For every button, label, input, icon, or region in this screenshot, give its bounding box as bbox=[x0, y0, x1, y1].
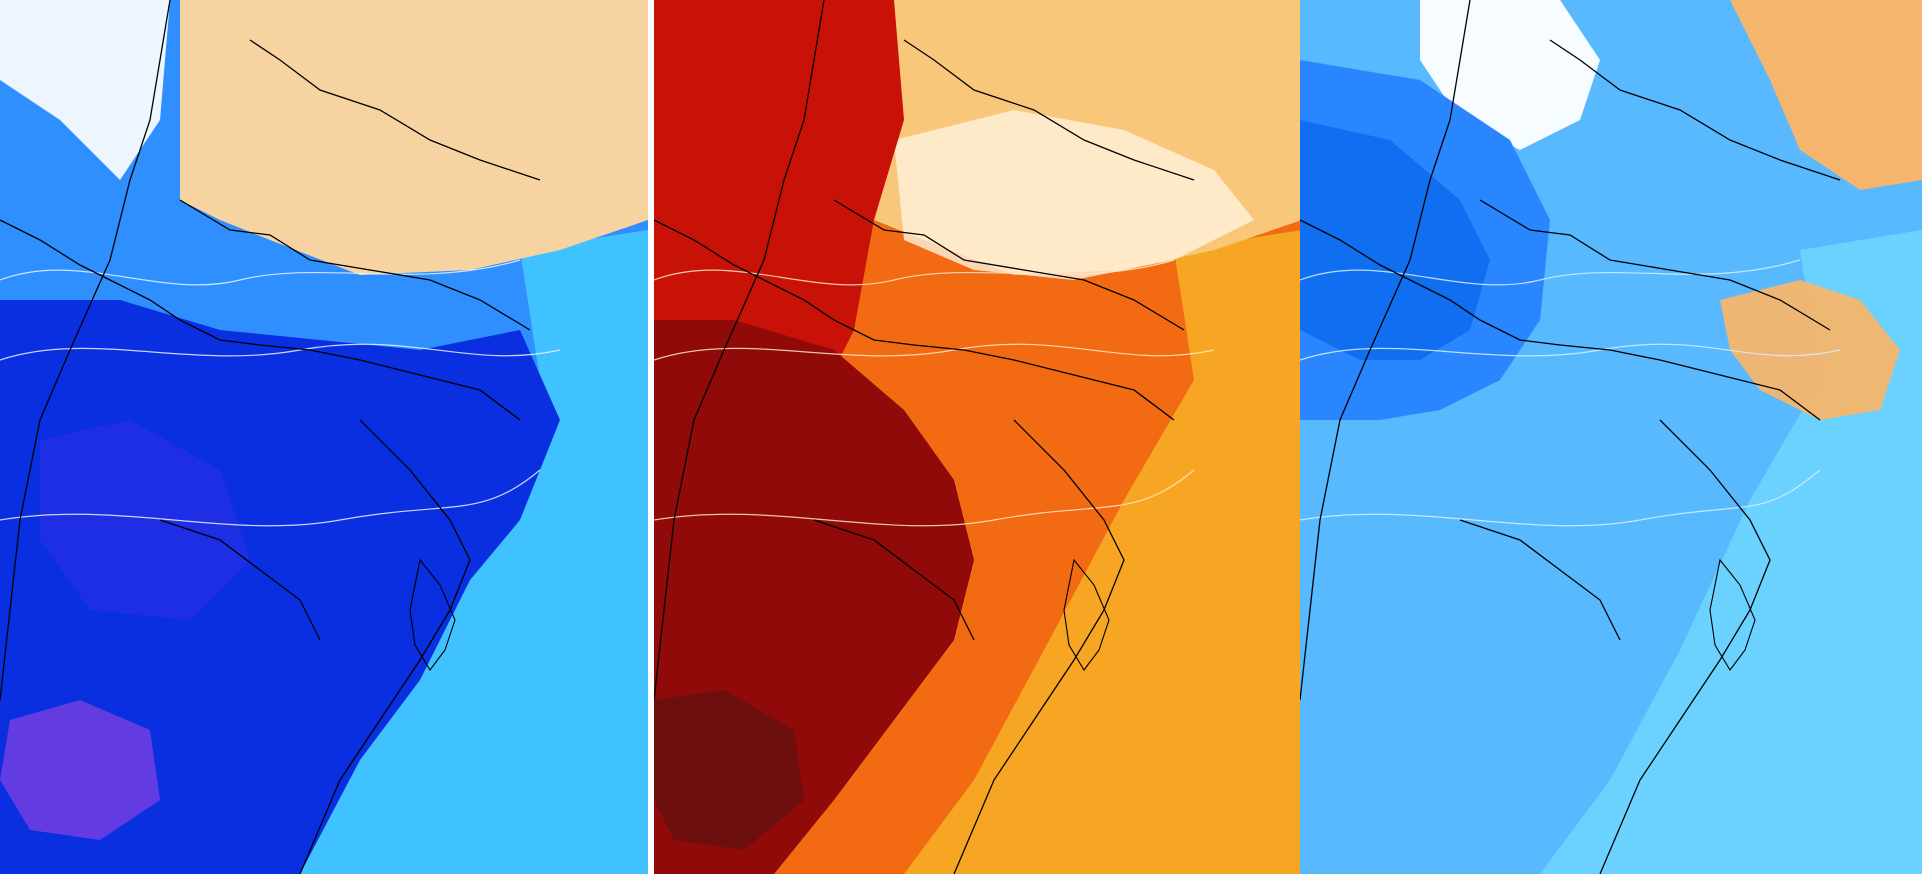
anomaly-warm-patch-north bbox=[1730, 0, 1922, 190]
cold-contours bbox=[0, 259, 561, 527]
warm-maroon-patch bbox=[654, 690, 804, 850]
map-cold-svg bbox=[0, 0, 648, 874]
map-panel-cold bbox=[0, 0, 648, 874]
map-panel-warm bbox=[654, 0, 1302, 874]
warm-white-band bbox=[894, 110, 1254, 280]
warm-ocean bbox=[904, 230, 1302, 874]
anomaly-lagoon bbox=[1709, 558, 1756, 671]
cold-northern-warm bbox=[180, 0, 648, 275]
anomaly-contours bbox=[1300, 259, 1841, 527]
map-panel-anomaly bbox=[1300, 0, 1922, 874]
map-anomaly-svg bbox=[1300, 0, 1922, 874]
map-warm-svg bbox=[654, 0, 1302, 874]
cold-lagoon bbox=[409, 558, 456, 671]
cold-boundaries bbox=[0, 0, 541, 874]
anomaly-boundaries bbox=[1300, 0, 1841, 874]
cold-navy-patches bbox=[40, 420, 250, 620]
warm-contours bbox=[654, 259, 1215, 527]
cold-white-band bbox=[0, 0, 170, 180]
anomaly-warm-patch-east bbox=[1720, 280, 1900, 420]
warm-lagoon bbox=[1063, 558, 1110, 671]
warm-boundaries bbox=[654, 0, 1195, 874]
anomaly-deep-blue-region bbox=[1300, 120, 1490, 360]
cold-purple-patches bbox=[0, 700, 160, 840]
